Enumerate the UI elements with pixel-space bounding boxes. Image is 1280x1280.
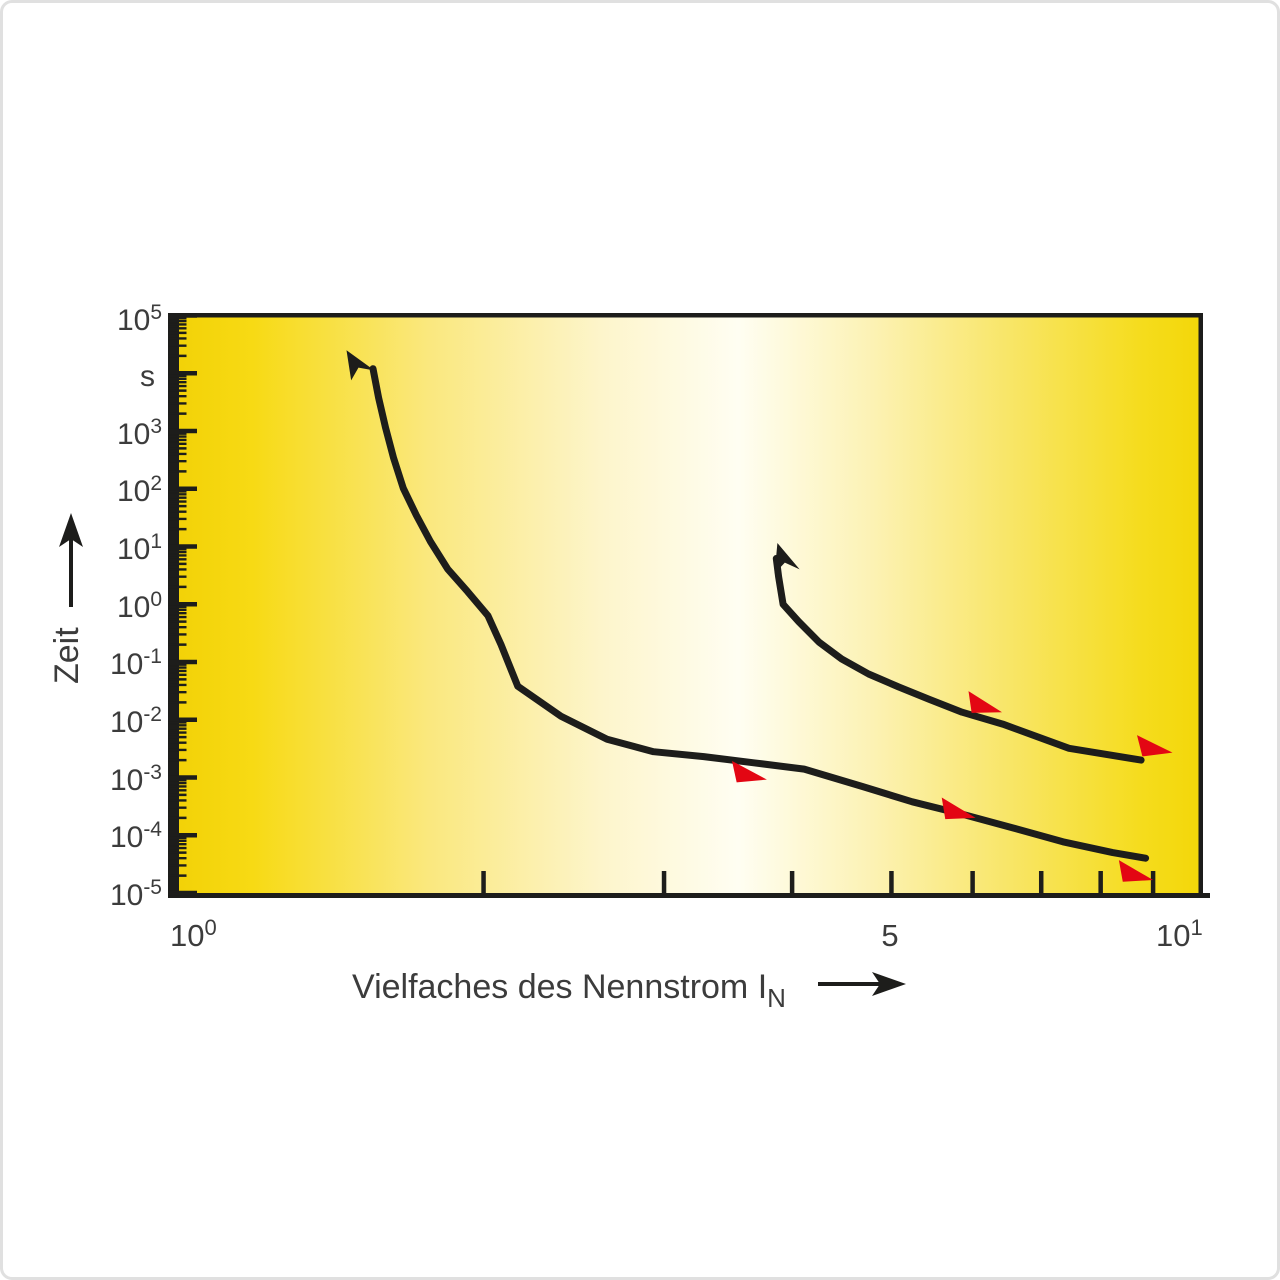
x-axis-line [168, 893, 1210, 898]
y-tick-label: 105 [117, 301, 162, 337]
y-tick-label: 102 [117, 472, 162, 508]
plot-area [170, 313, 1203, 895]
red-direction-arrowhead-icon [1136, 735, 1173, 757]
plot-border-right [1198, 313, 1203, 897]
y-tick-label: 10-3 [110, 761, 162, 797]
x-axis-title: Vielfaches des Nennstrom IN [352, 968, 786, 1013]
arrow-right-icon [872, 972, 906, 996]
y-tick-label-seconds-unit: s [140, 360, 155, 393]
x-tick-label: 101 [1156, 915, 1203, 953]
y-axis-title: Zeit [48, 627, 86, 684]
y-tick-label: 10-5 [110, 876, 162, 912]
curve-start-arrowhead-icon [774, 543, 800, 574]
red-direction-arrowhead-icon [941, 797, 976, 820]
y-axis-ticks [168, 313, 197, 896]
x-axis-direction-arrow [818, 972, 906, 996]
red-direction-arrowhead-icon [732, 760, 767, 783]
y-axis-direction-arrow [59, 513, 83, 607]
red-direction-arrowhead-icon [968, 691, 1002, 713]
plot-border-top [168, 313, 1203, 318]
y-tick-label: 103 [117, 415, 162, 451]
y-tick-label: 10-1 [110, 645, 162, 681]
arrow-up-icon [59, 513, 83, 547]
x-tick-label: 100 [170, 915, 217, 953]
curve-start-arrowhead-icon [346, 350, 375, 381]
y-tick-label: 10-4 [110, 818, 162, 854]
x-tick-label: 5 [881, 918, 898, 953]
x-axis-ticks [481, 871, 1156, 893]
y-tick-label: 100 [117, 588, 162, 624]
curve-2-fast [772, 555, 1145, 764]
red-direction-arrowhead-icon [1118, 860, 1154, 882]
curve-arrows [346, 350, 1173, 882]
y-tick-label: 10-2 [110, 703, 162, 739]
y-tick-label: 101 [117, 530, 162, 566]
